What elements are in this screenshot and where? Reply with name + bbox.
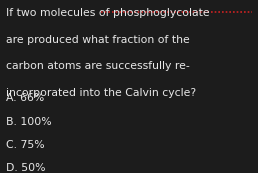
Text: incorporated into the Calvin cycle?: incorporated into the Calvin cycle? bbox=[6, 88, 197, 98]
Text: D. 50%: D. 50% bbox=[6, 163, 46, 173]
Text: B. 100%: B. 100% bbox=[6, 117, 52, 127]
Text: carbon atoms are successfully re-: carbon atoms are successfully re- bbox=[6, 61, 190, 71]
Text: C. 75%: C. 75% bbox=[6, 140, 45, 150]
Text: If two molecules of phosphoglycolate: If two molecules of phosphoglycolate bbox=[6, 8, 210, 18]
Text: are produced what fraction of the: are produced what fraction of the bbox=[6, 35, 190, 45]
Text: A. 66%: A. 66% bbox=[6, 93, 45, 103]
